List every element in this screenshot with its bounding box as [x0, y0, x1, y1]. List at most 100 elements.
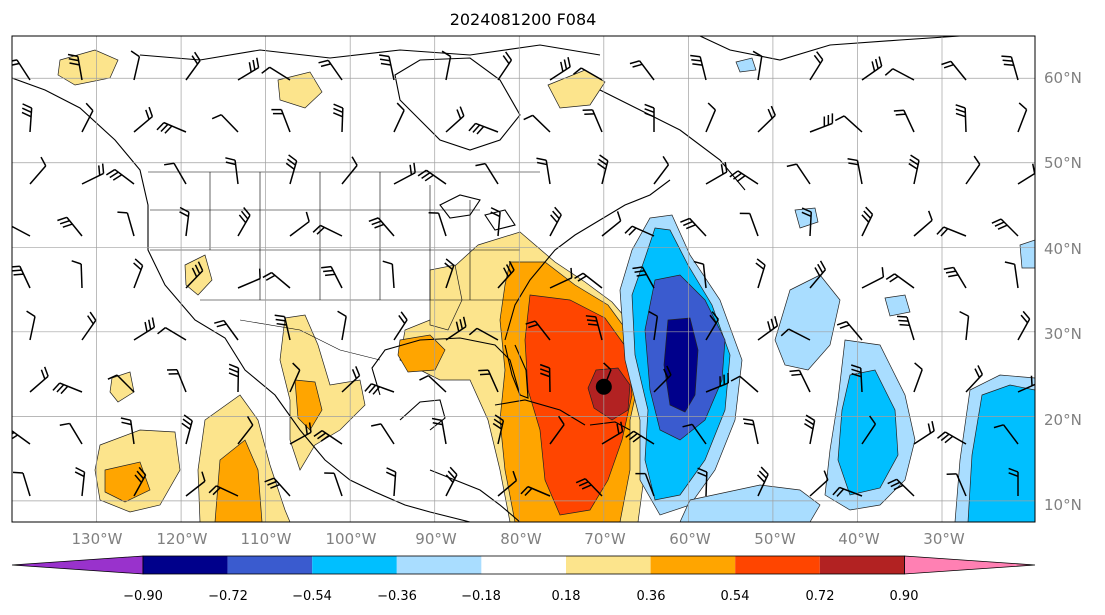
atlantic-coast	[504, 179, 671, 341]
wind-barb	[549, 415, 565, 445]
wind-barb	[861, 56, 883, 81]
lat-label-30: 30°N	[1044, 325, 1082, 343]
wind-barb	[1001, 55, 1019, 81]
wind-barb	[12, 265, 31, 289]
wind-barb	[1017, 374, 1035, 393]
wind-barb	[705, 372, 730, 393]
wind-barb	[847, 158, 863, 185]
wind-barb	[52, 382, 83, 395]
wind-barb	[885, 273, 915, 289]
lon-label-60: 60°W	[669, 530, 711, 548]
wind-barb	[228, 363, 240, 393]
wind-barb	[549, 206, 562, 237]
wind-barb	[271, 108, 291, 133]
lon-label-40: 40°W	[838, 530, 880, 548]
wind-barb	[313, 429, 343, 445]
warm-region-alberta	[277, 71, 323, 109]
lat-label-50: 50°N	[1044, 154, 1082, 172]
map-content	[12, 36, 1035, 522]
wind-barb	[572, 67, 603, 81]
wind-barb	[333, 103, 344, 133]
lon-label-80: 80°W	[500, 530, 542, 548]
wind-barb	[752, 50, 763, 81]
wind-barb	[382, 260, 395, 289]
wind-barb	[445, 466, 458, 497]
colorbar-tick-label: 0.90	[890, 589, 919, 604]
colorbar-segment	[566, 556, 651, 574]
wind-barb	[441, 50, 452, 81]
wind-barb	[690, 54, 707, 81]
wind-barb	[274, 314, 291, 341]
colorbar-segment	[396, 556, 482, 574]
wind-barb	[289, 211, 310, 237]
wind-barb	[680, 217, 707, 237]
wind-barb	[370, 423, 395, 445]
wind-barb	[321, 265, 343, 289]
wind-barb	[261, 66, 291, 81]
wind-barb	[582, 109, 603, 133]
colorbar-segment	[735, 556, 820, 574]
wind-barb	[29, 156, 47, 185]
wind-barb	[312, 224, 343, 237]
wind-barb	[393, 102, 405, 133]
colorbar-segment	[143, 556, 228, 574]
wind-barb	[237, 57, 260, 81]
wind-barb	[81, 311, 97, 341]
wind-barb	[525, 320, 551, 341]
wind-barb	[105, 168, 135, 185]
wind-barb	[237, 416, 254, 445]
cool-region-east-2-core	[837, 369, 899, 496]
coastlines	[12, 36, 961, 522]
wind-barb	[29, 366, 49, 393]
warm-region-hudson	[547, 69, 606, 109]
wind-barb	[624, 225, 655, 237]
greenland-coast	[699, 36, 961, 61]
wind-barb	[632, 266, 655, 289]
lon-label-110: 110°W	[241, 530, 292, 548]
wind-barb	[943, 266, 967, 289]
wind-barb	[804, 414, 816, 445]
wind-barb	[625, 430, 655, 445]
wind-barb	[539, 363, 551, 393]
wind-barb	[1008, 467, 1019, 496]
florida	[504, 344, 529, 399]
colorbar-extend-low	[11, 555, 144, 575]
warm-region-texas	[429, 264, 463, 331]
cool-region-greenland	[735, 57, 757, 73]
wind-barb	[393, 311, 408, 341]
hudson-bay	[394, 57, 521, 151]
wind-barb	[959, 310, 970, 341]
wind-barb	[697, 467, 708, 497]
colorbar-segment	[227, 556, 313, 574]
wind-barb	[780, 328, 811, 341]
wind-barb	[12, 471, 31, 497]
wind-barb	[428, 211, 447, 237]
colorbar-tick-label: −0.18	[461, 589, 501, 604]
wind-barb	[809, 260, 827, 289]
wind-barb	[214, 319, 239, 341]
wind-barb	[57, 216, 83, 237]
cool-region-east-1	[774, 274, 841, 371]
wind-barb	[337, 310, 347, 341]
wind-barb	[896, 315, 915, 341]
lon-label-30: 30°W	[923, 530, 965, 548]
wind-barb	[682, 423, 707, 445]
wind-barb	[936, 226, 967, 237]
colorbar-segment	[481, 556, 566, 574]
wind-barb	[468, 122, 499, 135]
colorbar-tick-label: 0.18	[552, 589, 581, 604]
wind-barb	[492, 414, 505, 445]
wind-barb	[285, 154, 298, 185]
wind-barb	[653, 155, 670, 185]
wind-barb	[1004, 261, 1019, 289]
wind-barb	[644, 103, 655, 132]
wind-barb	[225, 157, 239, 185]
wind-barb	[946, 473, 967, 497]
wind-barb	[523, 114, 551, 133]
wind-barb	[648, 310, 659, 341]
wind-barb	[801, 207, 813, 237]
wind-barb	[264, 477, 291, 497]
wind-barb	[21, 103, 33, 133]
wind-barb	[693, 260, 707, 289]
lat-label-10: 10°N	[1044, 496, 1082, 514]
